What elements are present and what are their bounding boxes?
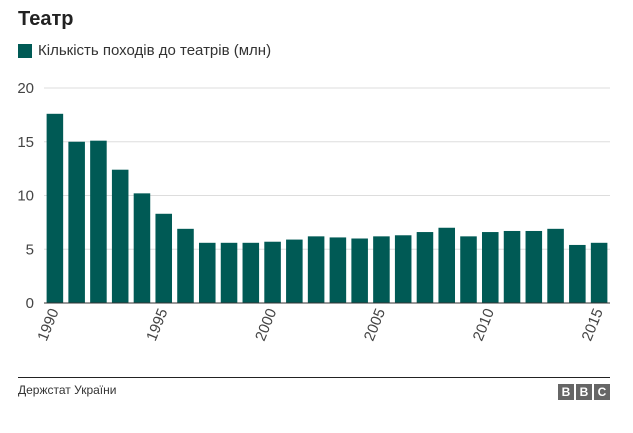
- bar: [220, 242, 238, 303]
- bar: [133, 193, 151, 303]
- bar: [198, 242, 216, 303]
- y-tick-label: 10: [17, 188, 34, 205]
- legend-swatch: [18, 43, 32, 58]
- bar: [547, 228, 564, 303]
- footer-divider: [18, 377, 610, 378]
- x-tick-label: 2015: [579, 306, 607, 343]
- x-tick-label: 1990: [34, 306, 62, 343]
- x-tick-label: 2010: [470, 306, 498, 343]
- legend: Кількість походів до театрів (млн): [18, 42, 271, 59]
- bar: [373, 236, 390, 303]
- y-tick-label: 15: [17, 134, 34, 151]
- bar: [68, 141, 85, 303]
- bar: [438, 227, 456, 303]
- x-tick-label: 1995: [143, 306, 171, 343]
- bbc-logo-letter: C: [594, 384, 610, 400]
- bar: [525, 230, 543, 303]
- bar: [503, 230, 521, 303]
- source-note: Держстат України: [18, 383, 117, 397]
- bar: [177, 228, 194, 303]
- y-tick-label: 5: [26, 241, 34, 258]
- bbc-logo-letter: B: [576, 384, 592, 400]
- bar: [264, 241, 281, 303]
- y-tick-label: 0: [26, 295, 34, 312]
- chart-title: Театр: [18, 8, 74, 30]
- bar: [569, 244, 586, 303]
- bar: [481, 232, 499, 303]
- bar: [46, 113, 64, 303]
- bbc-logo: B B C: [558, 384, 610, 400]
- bar: [394, 235, 412, 303]
- x-tick-label: 2000: [252, 306, 280, 343]
- bar: [460, 236, 477, 303]
- bar: [307, 236, 325, 303]
- y-tick-label: 20: [17, 80, 34, 97]
- bbc-logo-letter: B: [558, 384, 574, 400]
- bar: [416, 232, 434, 303]
- bar: [111, 169, 129, 303]
- bar: [590, 242, 608, 303]
- x-tick-label: 2005: [361, 306, 389, 343]
- bar: [242, 242, 260, 303]
- bar: [329, 237, 347, 303]
- legend-label: Кількість походів до театрів (млн): [38, 42, 272, 59]
- bar: [155, 213, 173, 303]
- bar: [351, 238, 368, 303]
- bar: [286, 239, 303, 303]
- bar: [90, 140, 107, 303]
